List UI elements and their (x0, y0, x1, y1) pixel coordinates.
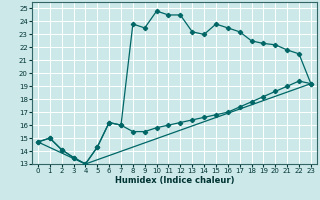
X-axis label: Humidex (Indice chaleur): Humidex (Indice chaleur) (115, 176, 234, 185)
